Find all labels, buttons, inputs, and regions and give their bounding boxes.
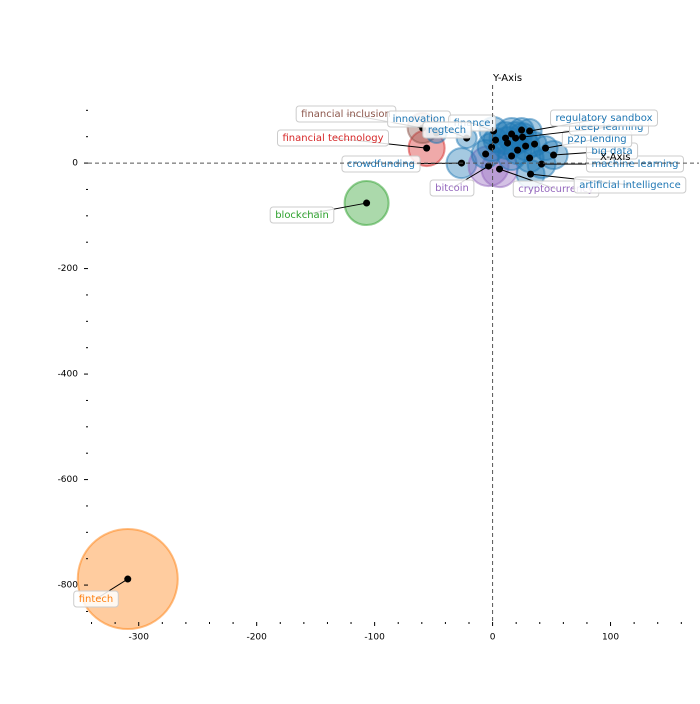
y-tick-label: -600 (58, 475, 79, 485)
y-tick-label: 0 (72, 159, 78, 169)
point-label: p2p lending (567, 134, 626, 145)
point (531, 141, 538, 148)
point (526, 155, 533, 162)
point-label: bitcoin (435, 183, 469, 194)
y-axis-label: Y-Axis (492, 73, 522, 84)
point-label: crowdfunding (347, 159, 415, 170)
y-tick-label: -200 (58, 264, 79, 274)
point-label: blockchain (275, 210, 329, 221)
point (512, 135, 519, 142)
point-label: financial technology (283, 133, 384, 144)
point (504, 140, 511, 147)
point (518, 127, 525, 134)
x-tick-label: 100 (602, 633, 619, 643)
point (508, 153, 515, 160)
point-label: artificial intelligence (579, 180, 681, 191)
x-tick-label: -200 (246, 633, 267, 643)
y-tick-label: -400 (58, 370, 79, 380)
y-tick-label: -800 (58, 581, 79, 591)
point (514, 147, 521, 154)
point-label: regtech (428, 125, 466, 136)
x-axis-label: X-Axis (600, 152, 631, 163)
x-tick-label: -300 (129, 633, 150, 643)
point-label: fintech (79, 594, 114, 605)
point (522, 143, 529, 150)
point-label: financial inclusion (301, 109, 391, 120)
point (488, 144, 495, 151)
point (482, 151, 489, 158)
x-tick-label: -100 (364, 633, 385, 643)
point (124, 576, 131, 583)
x-tick-label: 0 (490, 633, 496, 643)
point-label: regulatory sandbox (556, 113, 653, 124)
